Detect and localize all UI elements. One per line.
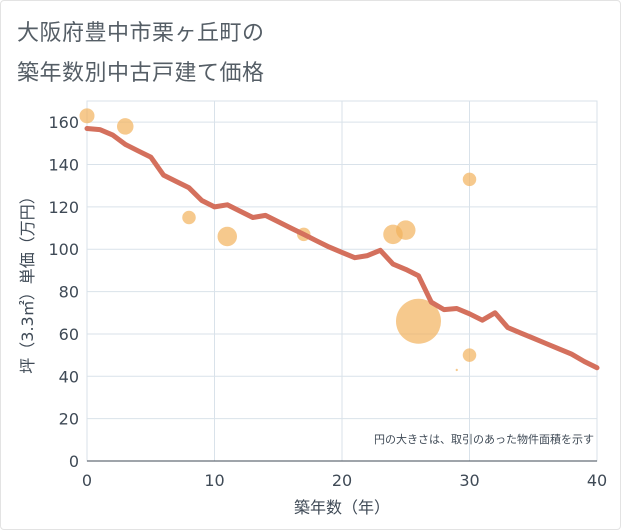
x-tick-label: 40 [587,471,607,490]
scatter-point [462,172,477,187]
tick-labels: 0 10 20 30 40 0 20 40 60 80 100 120 140 160 [48,113,607,490]
x-tick-label: 10 [204,471,224,490]
scatter-point [396,220,416,240]
y-tick-label: 80 [59,283,79,302]
scatter-point [182,210,196,225]
chart-title-line-1: 大阪府豊中市栗ヶ丘町の [17,21,265,46]
y-tick-label: 140 [48,156,79,175]
size-note: 円の大きさは、取引のあった物件面積を示す [374,432,594,446]
x-tick-label: 30 [459,471,479,490]
scatter-point [462,348,477,362]
scatter-point [396,298,441,344]
y-tick-label: 40 [59,367,79,386]
y-axis-label: 坪（3.3㎡）単価（万円） [18,188,37,373]
grid [87,101,597,461]
x-tick-label: 0 [82,471,92,490]
x-axis-label: 築年数（年） [294,498,390,517]
y-tick-label: 60 [59,325,79,344]
chart-title-line-2: 築年数別中古戸建て価格 [17,61,265,86]
scatter-point [79,108,95,124]
scatter-points [79,108,477,372]
y-tick-label: 0 [69,452,79,471]
trend-line-group [84,126,600,371]
scatter-point [455,368,458,372]
scatter-point [217,226,237,247]
y-tick-label: 100 [48,240,79,259]
x-tick-label: 20 [332,471,352,490]
trend-line [84,126,600,371]
y-tick-label: 20 [59,410,79,429]
y-tick-label: 160 [48,113,79,132]
y-tick-label: 120 [48,198,79,217]
scatter-point [117,118,134,135]
